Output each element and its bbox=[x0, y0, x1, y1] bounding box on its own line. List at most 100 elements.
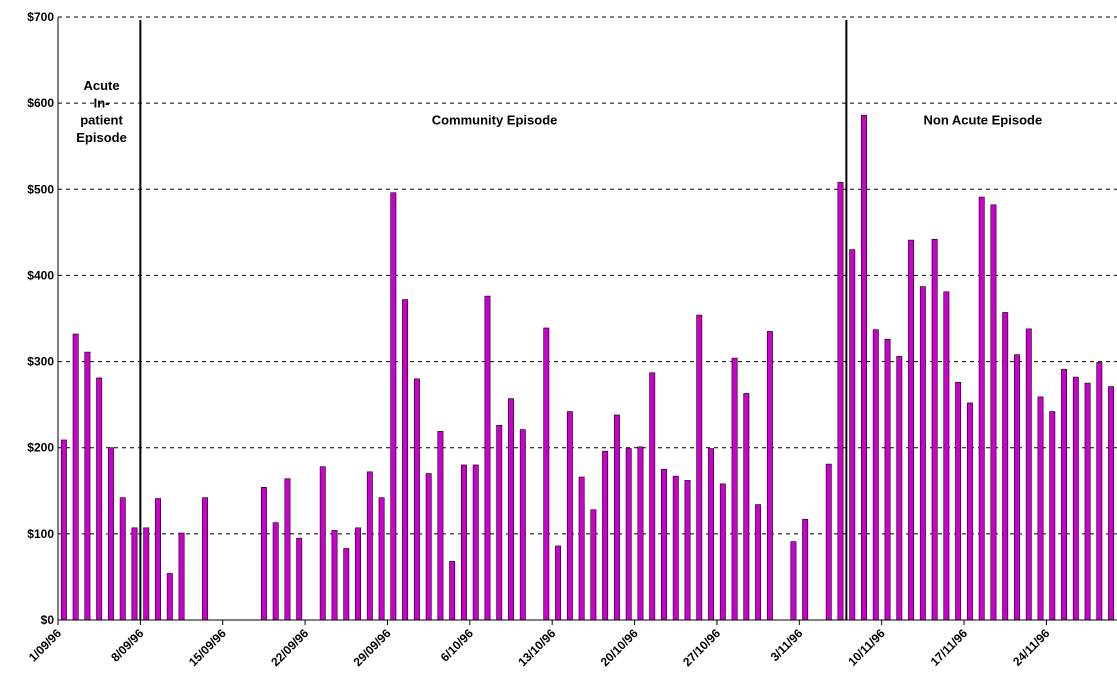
x-tick-label: 6/10/96 bbox=[438, 626, 476, 664]
bar bbox=[143, 527, 150, 621]
bar bbox=[543, 327, 550, 621]
bar bbox=[413, 378, 420, 621]
x-tick-label: 20/10/96 bbox=[598, 626, 641, 669]
bar bbox=[943, 291, 950, 621]
bar bbox=[96, 377, 103, 621]
bar-layer bbox=[60, 114, 1115, 621]
bar bbox=[625, 448, 632, 621]
bar bbox=[708, 448, 714, 621]
bar bbox=[825, 463, 832, 621]
y-tick-label: $0 bbox=[41, 613, 55, 627]
bar bbox=[84, 351, 91, 621]
bar bbox=[472, 464, 479, 621]
bar bbox=[119, 497, 126, 621]
bar bbox=[1025, 328, 1032, 621]
bar bbox=[766, 331, 773, 621]
bar bbox=[178, 532, 185, 621]
bar bbox=[837, 182, 844, 621]
bar bbox=[602, 450, 609, 621]
bar bbox=[166, 573, 173, 621]
y-tick-label: $100 bbox=[27, 527, 54, 541]
bar bbox=[884, 338, 891, 621]
bar bbox=[1084, 382, 1091, 621]
y-tick-label: $400 bbox=[27, 268, 54, 282]
bar bbox=[955, 381, 962, 621]
bar bbox=[402, 299, 409, 621]
bar bbox=[743, 393, 750, 621]
axis-layer bbox=[57, 17, 1117, 625]
bar bbox=[613, 414, 620, 621]
bar bbox=[131, 527, 138, 621]
x-tick-label: 17/11/96 bbox=[928, 626, 971, 669]
episode-annotation: Episode bbox=[76, 130, 127, 145]
bar bbox=[555, 545, 562, 621]
bar bbox=[1049, 411, 1056, 621]
x-tick-label: 10/11/96 bbox=[845, 626, 888, 669]
bar bbox=[378, 497, 385, 621]
bar bbox=[672, 475, 679, 621]
x-tick-label: 13/10/96 bbox=[515, 626, 558, 669]
bar bbox=[637, 446, 644, 621]
y-tick-label: $200 bbox=[27, 441, 54, 455]
x-tick-label: 8/09/96 bbox=[108, 626, 146, 664]
bar bbox=[425, 473, 432, 621]
bar bbox=[731, 357, 738, 621]
bar bbox=[566, 411, 573, 621]
bar bbox=[496, 425, 503, 621]
bar bbox=[461, 464, 467, 621]
bar bbox=[296, 537, 303, 621]
bar bbox=[508, 398, 514, 621]
bar bbox=[437, 431, 444, 621]
y-tick-label: $600 bbox=[27, 96, 54, 110]
x-tick-label: 15/09/96 bbox=[186, 626, 229, 669]
bar bbox=[719, 483, 726, 621]
bar bbox=[155, 498, 161, 621]
bar bbox=[108, 447, 114, 621]
bar bbox=[260, 487, 267, 621]
y-tick-label: $300 bbox=[27, 355, 54, 369]
grid-layer bbox=[58, 16, 1117, 535]
bar bbox=[355, 527, 361, 621]
bar bbox=[684, 480, 691, 621]
bar bbox=[661, 468, 667, 621]
bar bbox=[1096, 362, 1103, 621]
bar bbox=[343, 548, 350, 621]
bar bbox=[484, 295, 491, 621]
x-tick-label: 29/09/96 bbox=[351, 626, 394, 669]
bar bbox=[202, 497, 209, 621]
bar bbox=[590, 509, 597, 621]
bar bbox=[861, 114, 867, 621]
bar bbox=[319, 466, 326, 621]
x-tick-label: 1/09/96 bbox=[26, 626, 64, 664]
bar bbox=[1061, 369, 1067, 621]
bar bbox=[578, 476, 585, 621]
bar bbox=[390, 192, 397, 621]
bar bbox=[978, 196, 985, 621]
bar bbox=[1108, 386, 1115, 621]
x-tick-label: 24/11/96 bbox=[1010, 626, 1053, 669]
bar bbox=[1002, 312, 1009, 621]
bar bbox=[519, 429, 526, 621]
y-tick-label: $500 bbox=[27, 182, 54, 196]
bar bbox=[966, 402, 973, 621]
bar bbox=[931, 238, 938, 621]
episode-annotation: Community Episode bbox=[432, 113, 558, 128]
bar bbox=[449, 561, 456, 621]
x-tick-label: 3/11/96 bbox=[768, 626, 806, 664]
bar bbox=[649, 372, 656, 621]
divider-layer bbox=[139, 20, 848, 620]
bar bbox=[896, 356, 903, 621]
x-tick-label: 27/10/96 bbox=[680, 626, 723, 669]
bar bbox=[790, 541, 797, 621]
bar bbox=[366, 471, 373, 621]
bar bbox=[272, 522, 279, 621]
x-tick-label: 22/09/96 bbox=[268, 626, 311, 669]
episode-annotation: patient bbox=[80, 113, 123, 128]
bar bbox=[908, 239, 915, 621]
bar bbox=[696, 314, 703, 621]
bar bbox=[1014, 354, 1020, 621]
bar bbox=[802, 518, 809, 621]
bar bbox=[872, 329, 879, 621]
